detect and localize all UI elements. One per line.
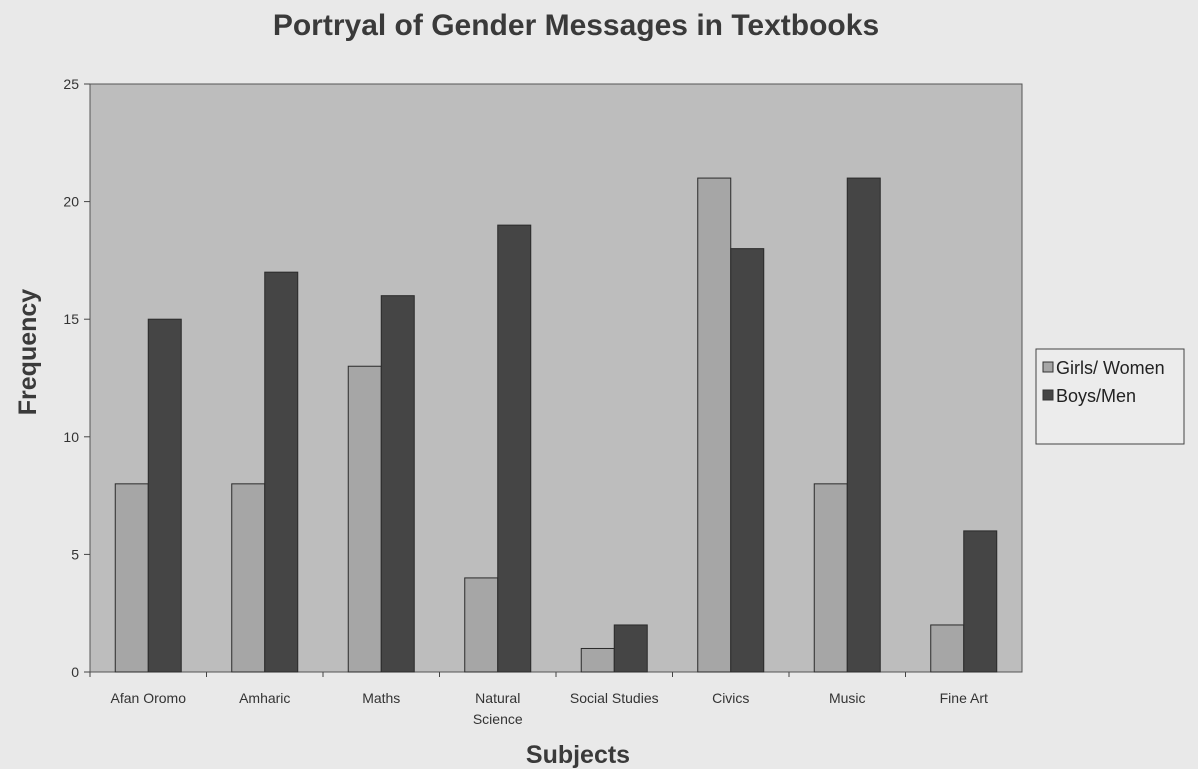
bar-boys-men-1: [264, 271, 299, 673]
x-tick-label: Natural: [475, 690, 520, 706]
plot-area: [89, 83, 1023, 673]
legend-label: Boys/Men: [1056, 386, 1136, 406]
chart-title: Portryal of Gender Messages in Textbooks: [273, 9, 879, 42]
bar-boys-men-5: [730, 248, 765, 673]
bar-girls-women-4: [580, 647, 615, 673]
bar-girls-women-7: [930, 624, 965, 673]
x-tick-label: Social Studies: [570, 690, 659, 706]
bar-boys-men-7: [963, 530, 998, 673]
bars: [114, 177, 998, 673]
y-tick-label: 10: [63, 429, 79, 445]
x-tick-label: Afan Oromo: [111, 690, 187, 706]
x-tick-label: Science: [473, 711, 523, 727]
y-tick-label: 0: [71, 664, 79, 680]
bar-girls-women-5: [697, 177, 732, 673]
bar-boys-men-3: [497, 224, 532, 673]
bar-girls-women-3: [464, 577, 499, 673]
y-tick-label: 20: [63, 194, 79, 210]
legend: Girls/ Women Boys/Men: [1035, 348, 1185, 445]
legend-swatch: [1042, 389, 1054, 401]
bar-girls-women-2: [347, 365, 382, 673]
x-axis-ticks: Afan Oromo Amharic Maths Natural Science Soci…: [89, 672, 988, 727]
y-axis-ticks: 0 5 10 15 20 25: [63, 76, 90, 680]
x-tick-label: Amharic: [239, 690, 290, 706]
x-tick-label: Fine Art: [940, 690, 988, 706]
y-tick-label: 25: [63, 76, 79, 92]
legend-box: [1035, 348, 1185, 445]
legend-label: Girls/ Women: [1056, 358, 1165, 378]
bar-boys-men-6: [846, 177, 881, 673]
bar-girls-women-0: [114, 483, 149, 673]
y-tick-label: 5: [71, 546, 79, 562]
bar-boys-men-2: [380, 295, 415, 673]
x-tick-label: Music: [829, 690, 866, 706]
bar-boys-men-0: [147, 318, 182, 673]
x-tick-label: Civics: [712, 690, 749, 706]
x-axis-title: Subjects: [526, 741, 630, 769]
y-tick-label: 15: [63, 311, 79, 327]
bar-girls-women-1: [231, 483, 266, 673]
bar-boys-men-4: [613, 624, 648, 673]
y-axis-title: Frequency: [14, 289, 42, 416]
x-tick-label: Maths: [362, 690, 400, 706]
bar-girls-women-6: [813, 483, 848, 673]
legend-swatch: [1042, 361, 1054, 373]
